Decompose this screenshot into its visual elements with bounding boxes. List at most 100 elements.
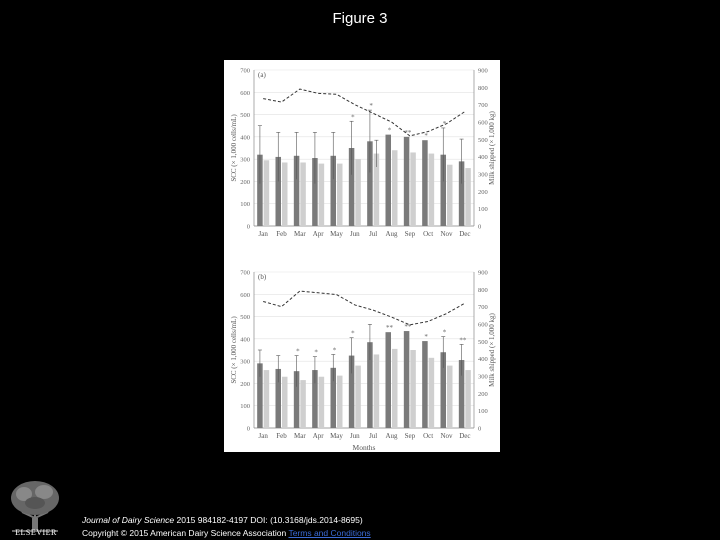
- panel-b-significance-marker: *: [296, 348, 300, 356]
- panel-b-bar-dark: [458, 360, 465, 428]
- panel-a-x-tick-label: Mar: [294, 230, 306, 238]
- figure-panel: 0 100 200 300 400 500 600 700 0 100 200 300 400 500 60…: [224, 60, 500, 452]
- panel-a-y-tick-label: 200: [240, 179, 250, 186]
- panel-a-bar-dark: [293, 155, 300, 226]
- panel-a-y2-tick-label: 700: [478, 102, 488, 109]
- panel-b-y-tick-label: 100: [240, 403, 250, 410]
- panel-b-bar-dark: [257, 363, 263, 428]
- panel-a-bar-dark: [330, 155, 336, 226]
- panel-b-bar-light: [300, 380, 306, 428]
- panel-b-x-tick-label: Jul: [369, 432, 377, 440]
- panel-b-bar-light: [282, 376, 288, 428]
- panel-b-x-tick-label: Apr: [313, 432, 325, 440]
- slide-title: Figure 3: [332, 10, 388, 27]
- panel-a-y-tick-label: 700: [240, 68, 250, 75]
- panel-b-y2-tick-label: 900: [478, 270, 488, 277]
- panel-b-significance-marker: *: [443, 329, 447, 337]
- panel-b-significance-marker: **: [404, 323, 412, 331]
- panel-b-y-tick-label: 400: [240, 336, 250, 343]
- panel-a-x-tick-label: Aug: [385, 230, 398, 238]
- panel-a-bar-light: [392, 150, 398, 226]
- panel-a-bar-light: [465, 168, 471, 226]
- panel-a-significance-marker: *: [369, 102, 373, 110]
- copyright-line: Copyright © 2015 American Dairy Science …: [82, 527, 371, 540]
- panel-b-significance-marker: *: [333, 346, 337, 354]
- panel-b-bar-light: [428, 357, 435, 428]
- panel-a-y-tick-label: 500: [240, 112, 250, 119]
- panel-b-x-tick-label: Jan: [258, 432, 268, 440]
- panel-a-x-tick-label: Dec: [459, 230, 470, 238]
- panel-a-y2-tick-label: 900: [478, 68, 488, 75]
- panel-b-x-tick-label: Jun: [350, 432, 360, 440]
- panel-b-y-tick-label: 0: [247, 426, 250, 433]
- figure-svg: 0 100 200 300 400 500 600 700 0 100 200 300 400 500 60…: [230, 68, 496, 453]
- panel-a-bar-dark: [348, 148, 355, 226]
- citation-line: Journal of Dairy Science 2015 984182-419…: [82, 514, 371, 527]
- panel-a-significance-marker: *: [424, 132, 428, 140]
- panel-b-y-tick-label: 500: [240, 314, 250, 321]
- panel-b-y2-tick-label: 400: [478, 356, 488, 363]
- panel-b-bar-light: [447, 365, 453, 428]
- panel-b-significance-marker: *: [424, 333, 428, 341]
- panel-a-significance-marker: **: [404, 129, 412, 137]
- panel-b-y-tick-label: 600: [240, 292, 250, 299]
- panel-a-y2-tick-label: 0: [478, 224, 481, 231]
- panel-b-x-tick-label: Oct: [423, 432, 433, 440]
- panel-b-significance-marker: *: [314, 349, 318, 357]
- footer: Journal of Dairy Science 2015 984182-419…: [82, 514, 371, 540]
- panel-b-y2-tick-label: 200: [478, 391, 488, 398]
- panel-a-significance-marker: *: [351, 113, 355, 121]
- panel-a-bar-light: [300, 162, 306, 226]
- panel-a-significance-marker: *: [388, 127, 392, 135]
- panel-a-y2-tick-label: 300: [478, 172, 488, 179]
- panel-b-y-tick-label: 200: [240, 381, 250, 388]
- panel-b-bar-light: [410, 350, 416, 428]
- terms-link[interactable]: Terms and Conditions: [288, 528, 371, 538]
- panel-a-bar-dark: [403, 136, 410, 226]
- panel-b-bar-light: [337, 375, 343, 428]
- panel-b-bar-dark: [330, 367, 336, 428]
- panel-b-x-tick-label: Dec: [459, 432, 470, 440]
- panel-a-bar-light: [318, 163, 325, 226]
- panel-a-bar-light: [447, 164, 453, 226]
- panel-b-bar-dark: [440, 352, 446, 428]
- panel-a-bar-dark: [422, 140, 428, 226]
- panel-b-bar-light: [318, 376, 325, 428]
- panel-a-y2-tick-label: 800: [478, 85, 488, 92]
- panel-a-x-tick-label: Sep: [405, 230, 416, 238]
- panel-b-bar-light: [373, 354, 380, 428]
- panel-a-bar-dark: [275, 156, 281, 226]
- panel-a-y2-tick-label: 400: [478, 154, 488, 161]
- panel-a-bar-light: [373, 153, 380, 226]
- panel-b-y-axis-title: SCC (× 1,000 cells/mL): [230, 316, 238, 384]
- panel-a-x-tick-label: May: [330, 230, 343, 238]
- panel-b-x-tick-label: May: [330, 432, 343, 440]
- panel-a-y-tick-label: 0: [247, 224, 250, 231]
- citation-details: 2015 984182-4197 DOI: (10.3168/jds.2014-…: [174, 515, 363, 525]
- panel-b-y-tick-label: 700: [240, 270, 250, 277]
- panel-b-label: (b): [258, 273, 267, 281]
- panel-b-y2-tick-label: 700: [478, 304, 488, 311]
- panel-a-y-tick-label: 600: [240, 90, 250, 97]
- panel-b-y2-tick-label: 500: [478, 339, 488, 346]
- panel-b-bar-dark: [275, 368, 281, 428]
- panel-b-bar-dark: [367, 342, 373, 428]
- panel-b-significance-marker: *: [351, 330, 355, 338]
- panel-a-y-tick-label: 400: [240, 134, 250, 141]
- panel-b-bar-dark: [385, 332, 391, 428]
- panel-b-bar-light: [263, 370, 270, 428]
- panel-b-bar-dark: [403, 331, 410, 428]
- panel-a-x-tick-label: Feb: [276, 230, 287, 238]
- panel-b-y2-tick-label: 800: [478, 287, 488, 294]
- panel-a-bar-light: [263, 160, 270, 226]
- panel-b-y2-tick-label: 300: [478, 374, 488, 381]
- panel-b-significance-marker: **: [386, 324, 394, 332]
- panel-a-bar-dark: [312, 158, 318, 226]
- panel-b-x-tick-label: Nov: [440, 432, 453, 440]
- panel-b-bar-light: [355, 365, 361, 428]
- panel-b-bar-dark: [293, 371, 300, 428]
- panel-a-bar-dark: [257, 154, 263, 226]
- copyright-text: Copyright © 2015 American Dairy Science …: [82, 528, 287, 538]
- panel-a-bar-light: [282, 162, 288, 226]
- panel-b-y2-axis-title: Milk shipped (× 1,000 kg): [488, 312, 496, 386]
